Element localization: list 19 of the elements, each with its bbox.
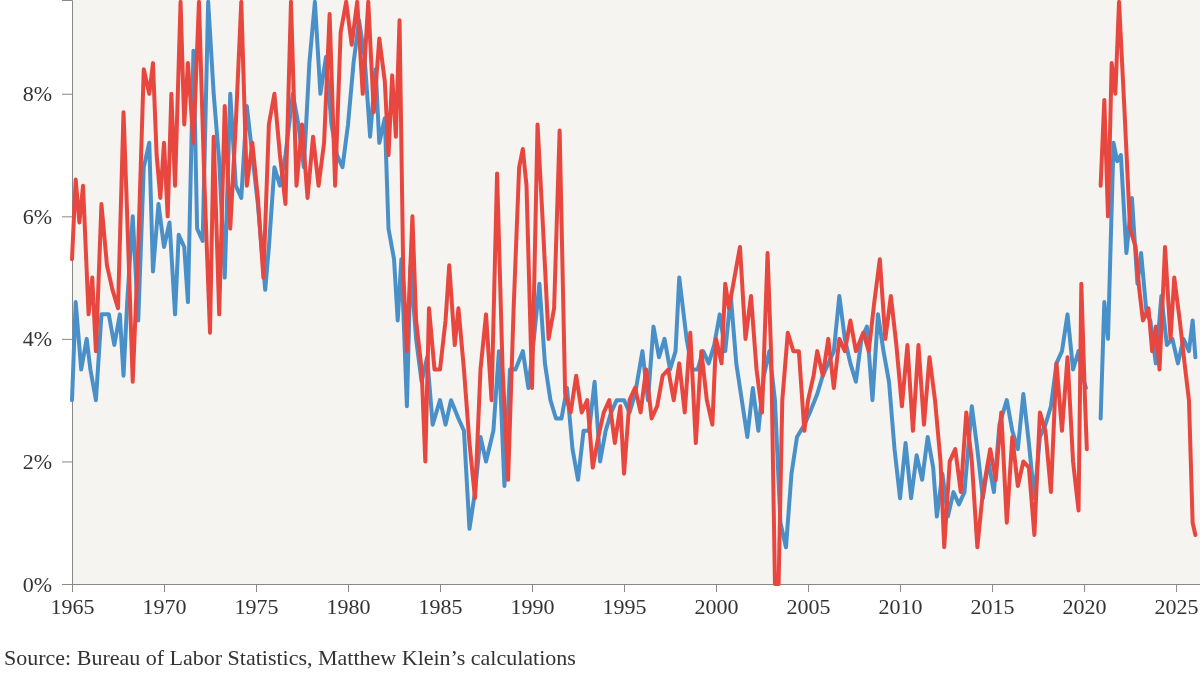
source-note: Source: Bureau of Labor Statistics, Matthew Klein’s calculations	[4, 645, 576, 670]
x-tick-label: 2005	[786, 593, 831, 619]
x-tick-label: 1975	[234, 593, 279, 619]
x-tick-label: 1980	[326, 593, 371, 619]
y-tick-label: 2%	[22, 448, 52, 474]
x-tick-label: 1995	[602, 593, 647, 619]
x-tick-label: 1990	[510, 593, 555, 619]
y-tick-label: 6%	[22, 203, 52, 229]
x-tick-label: 2020	[1062, 593, 1107, 619]
x-tick-label: 1985	[418, 593, 463, 619]
x-tick-label: 1970	[142, 593, 187, 619]
y-tick-label: 4%	[22, 326, 52, 352]
x-tick-label: 2000	[694, 593, 739, 619]
x-tick-label: 2010	[878, 593, 923, 619]
x-tick-label: 1965	[50, 593, 95, 619]
x-tick-label: 2015	[970, 593, 1015, 619]
y-tick-label: 8%	[22, 81, 52, 107]
y-tick-label: 0%	[22, 571, 52, 597]
x-tick-label: 2025	[1154, 593, 1199, 619]
